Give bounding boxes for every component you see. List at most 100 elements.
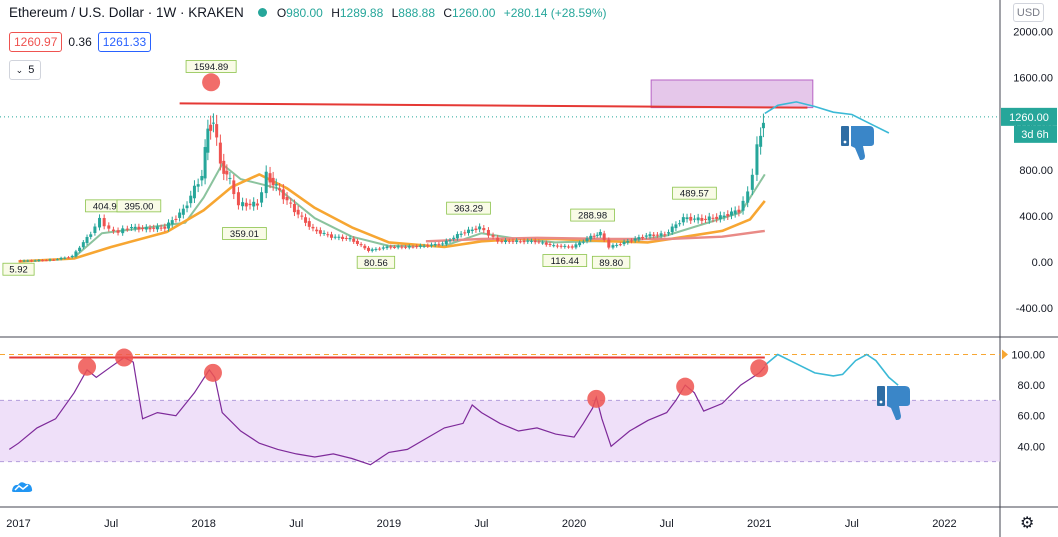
candle-body [411, 246, 415, 248]
candle-body [500, 241, 504, 243]
candle-body [89, 234, 93, 237]
candle-body [470, 229, 474, 231]
time-tick-label: Jul [660, 518, 674, 530]
candle-body [759, 135, 763, 147]
candle-body [633, 238, 637, 241]
rsi-peak-marker [587, 389, 606, 408]
candle-body [215, 124, 219, 138]
current-price-label: 1260.00 [1009, 112, 1049, 124]
moving-averages [18, 163, 766, 263]
candle-body [711, 217, 715, 219]
price-resistance-line [179, 102, 808, 109]
candle-body [344, 237, 348, 239]
candle-body [304, 217, 308, 223]
candle-body [78, 247, 82, 252]
candle-body [241, 202, 245, 207]
candle-body [370, 249, 374, 251]
candle-body [29, 260, 33, 262]
candle-body [48, 259, 52, 261]
candle-body [585, 238, 589, 242]
candle-body [637, 237, 641, 240]
time-tick-label: Jul [845, 518, 859, 530]
candle-body [526, 240, 530, 242]
currency-button[interactable]: USD [1013, 3, 1044, 22]
candle-body [255, 203, 259, 206]
rsi-peak-marker [750, 359, 769, 378]
candle-body [741, 200, 745, 211]
candle-body [133, 226, 137, 229]
candle-body [170, 220, 174, 225]
peak-marker [202, 73, 221, 92]
candle-body [607, 239, 611, 248]
symbol-title[interactable]: Ethereum / U.S. Dollar · 1W · KRAKEN [9, 5, 244, 20]
countdown-label: 3d 6h [1021, 129, 1049, 141]
interval-toggle[interactable]: ⌄ 5 [9, 60, 41, 80]
candle-body [333, 236, 337, 238]
candle-body [289, 202, 293, 204]
candle-body [307, 221, 311, 227]
candle-body [367, 247, 371, 251]
chart-header: Ethereum / U.S. Dollar · 1W · KRAKEN O98… [9, 5, 612, 20]
candle-body [52, 259, 56, 261]
candle-body [674, 224, 678, 229]
peak-label: 395.00 [116, 199, 162, 212]
candle-body [559, 245, 563, 247]
thumbs-down-icon [841, 126, 874, 160]
candle-body [315, 229, 319, 232]
candle-body [537, 241, 541, 243]
candle-body [478, 226, 482, 230]
candle-body [507, 240, 511, 242]
candle-body [655, 234, 659, 236]
peak-label: 288.98 [570, 208, 615, 222]
candle-body [515, 240, 519, 242]
candle-body [486, 229, 490, 236]
rsi-tick-label: 60.00 [1017, 411, 1045, 423]
buy-price-button[interactable]: 1261.33 [97, 32, 152, 52]
time-tick-label: Jul [474, 518, 488, 530]
candle-body [155, 226, 159, 230]
candle-body [329, 234, 333, 238]
candle-body [129, 227, 133, 229]
gear-icon[interactable]: ⚙ [1020, 515, 1035, 532]
rsi-peak-marker [78, 357, 97, 376]
candle-body [244, 202, 248, 207]
candle-body [385, 246, 389, 249]
candle-body [715, 216, 719, 219]
candle-body [348, 237, 352, 240]
candle-body [352, 238, 356, 242]
high-value: 1289.88 [339, 5, 384, 20]
candle-body [121, 228, 125, 234]
candle-body [63, 257, 67, 259]
peak-label-text: 363.29 [454, 204, 483, 215]
candle-body [592, 235, 596, 237]
peak-label-text: 1594.89 [194, 62, 228, 73]
candle-body [181, 208, 185, 215]
candle-body [192, 185, 196, 199]
candle-body [326, 234, 330, 236]
countdown-tag [1014, 125, 1057, 143]
time-tick-label: 2018 [191, 518, 215, 530]
candle-body [598, 231, 602, 236]
candle-body [174, 218, 178, 220]
candle-body [59, 257, 63, 260]
candle-body [70, 255, 74, 258]
candle-body [337, 236, 341, 238]
candle-body [700, 217, 704, 221]
candle-body [644, 235, 648, 237]
candle-body [641, 236, 645, 238]
candle-body [578, 242, 582, 246]
candle-body [685, 217, 689, 220]
candle-body [278, 188, 282, 191]
sell-price-button[interactable]: 1260.97 [9, 32, 63, 52]
candle-body [455, 234, 459, 239]
candle-body [529, 240, 533, 242]
peak-label: 116.44 [542, 254, 588, 267]
rsi-projection-line [764, 353, 899, 386]
candle-body [459, 233, 463, 235]
drawings [9, 73, 910, 420]
candle-body [544, 242, 548, 245]
candle-body [452, 237, 456, 240]
candle-body [563, 245, 567, 247]
axes: 2000.001600.001200.00800.00400.000.00-40… [6, 27, 1057, 530]
